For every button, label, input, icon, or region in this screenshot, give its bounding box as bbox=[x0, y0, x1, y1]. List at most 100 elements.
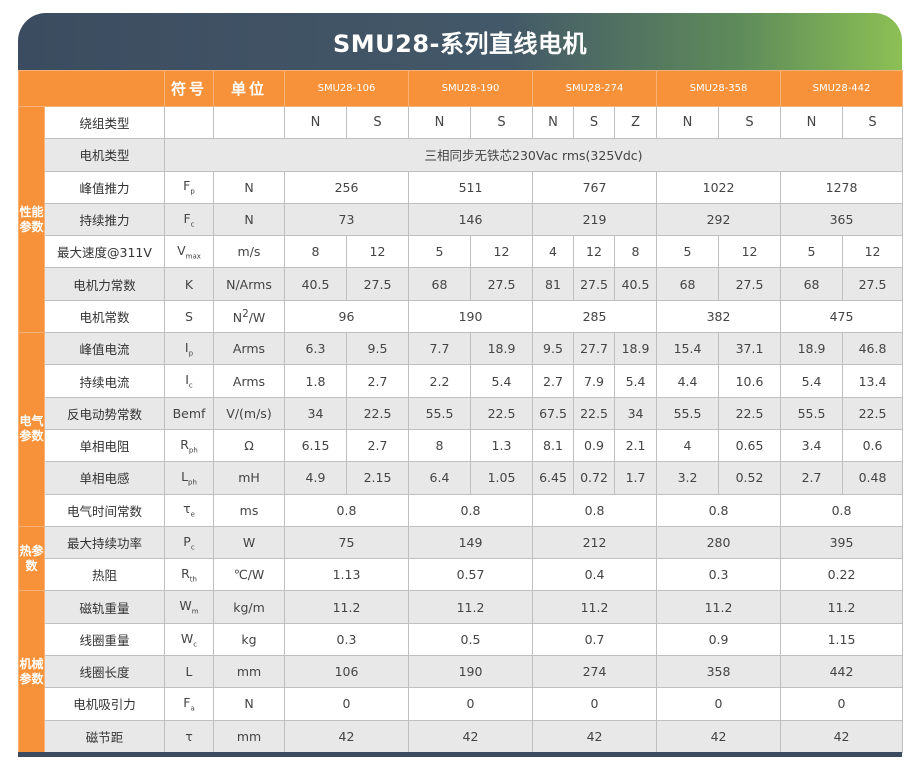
symbol-sub: e bbox=[190, 510, 195, 519]
value-cell: 0.8 bbox=[780, 493, 904, 527]
row-cont-current: 持续电流 Ic Arms 1.8 2.7 2.2 5.4 2.7 7.9 5.4… bbox=[19, 364, 904, 398]
value-cell: 5.4 bbox=[780, 364, 844, 398]
value-cell: 75 bbox=[284, 525, 409, 560]
symbol-sub: th bbox=[189, 575, 197, 584]
value-cell: 0.5 bbox=[408, 622, 533, 657]
row-pole-pitch: 磁节距 τ mm 42 42 42 42 42 bbox=[19, 719, 904, 753]
value-cell: 0.9 bbox=[656, 622, 782, 657]
value-cell: 212 bbox=[531, 525, 658, 560]
value-cell: 27.5 bbox=[842, 267, 904, 301]
value-cell: 0.65 bbox=[718, 428, 782, 463]
value-cell: 55.5 bbox=[408, 396, 471, 430]
row-coil-length: 线圈长度 L mm 106 190 274 358 442 bbox=[19, 655, 904, 689]
value-cell: 8 bbox=[613, 235, 658, 269]
row-bemf: 反电动势常数 Bemf V/(m/s) 34 22.5 55.5 22.5 67… bbox=[19, 396, 904, 430]
value-cell: 27.5 bbox=[573, 267, 615, 301]
param-name: 电机力常数 bbox=[44, 267, 165, 301]
value-cell: 68 bbox=[780, 267, 844, 301]
row-peak-current: 电气参数 峰值电流 Ip Arms 6.3 9.5 7.7 18.9 9.5 2… bbox=[18, 332, 904, 527]
symbol-cell: Rph bbox=[164, 428, 214, 463]
value-cell: 1.05 bbox=[470, 461, 533, 495]
header-symbol: 符号 bbox=[164, 70, 214, 107]
unit-cell: Ω bbox=[213, 428, 285, 463]
symbol-text: L bbox=[181, 469, 189, 485]
param-name: 电机吸引力 bbox=[44, 687, 165, 721]
value-cell: 382 bbox=[656, 299, 782, 334]
value-cell: 5 bbox=[408, 235, 471, 269]
value-cell: 12 bbox=[842, 235, 904, 269]
symbol-text: P bbox=[183, 533, 191, 549]
header-model: SMU28-106 bbox=[284, 70, 409, 107]
value-cell: S bbox=[573, 105, 615, 140]
value-cell: 0 bbox=[656, 687, 782, 721]
value-cell: Z bbox=[613, 105, 658, 140]
group-electrical: 电气参数 bbox=[18, 332, 45, 527]
param-name: 绕组类型 bbox=[44, 105, 165, 140]
symbol-cell: Vmax bbox=[164, 235, 214, 269]
unit-text: N bbox=[232, 310, 243, 325]
symbol-cell: Fp bbox=[164, 170, 214, 204]
symbol-sub: c bbox=[190, 543, 195, 552]
param-name: 单相电感 bbox=[44, 461, 165, 495]
row-inductance: 单相电感 Lph mH 4.9 2.15 6.4 1.05 6.45 0.72 … bbox=[19, 461, 904, 495]
value-cell: 7.7 bbox=[408, 332, 471, 366]
value-cell: 22.5 bbox=[842, 396, 904, 430]
value-cell: 2.15 bbox=[346, 461, 409, 495]
bottom-bar bbox=[18, 752, 902, 757]
value-cell: 2.1 bbox=[613, 428, 658, 463]
value-cell: 149 bbox=[408, 525, 533, 560]
value-cell: 0.4 bbox=[531, 558, 658, 592]
value-cell: N bbox=[408, 105, 471, 140]
value-cell: 73 bbox=[284, 202, 409, 237]
value-cell: 358 bbox=[656, 655, 782, 689]
value-cell: 285 bbox=[531, 299, 658, 334]
value-cell: 2.7 bbox=[532, 364, 574, 398]
row-coil-weight: 线圈重量 Wc kg 0.3 0.5 0.7 0.9 1.15 bbox=[19, 622, 904, 657]
value-cell: 22.5 bbox=[346, 396, 409, 430]
value-cell: 0.8 bbox=[408, 493, 533, 527]
param-name: 持续推力 bbox=[44, 202, 165, 237]
value-cell: 12 bbox=[346, 235, 409, 269]
value-cell: 18.9 bbox=[780, 332, 844, 366]
symbol-sub: ph bbox=[188, 446, 198, 455]
header-model: SMU28-190 bbox=[408, 70, 533, 107]
symbol-text: W bbox=[179, 598, 192, 614]
row-max-speed: 最大速度@311V Vmax m/s 8 12 5 12 4 12 8 5 12… bbox=[19, 235, 904, 269]
value-cell: 0.3 bbox=[284, 622, 409, 657]
value-cell: 55.5 bbox=[656, 396, 720, 430]
value-cell: 10.6 bbox=[718, 364, 782, 398]
value-cell: 1.8 bbox=[284, 364, 347, 398]
value-cell: 34 bbox=[284, 396, 347, 430]
value-cell: 5.4 bbox=[470, 364, 533, 398]
value-cell: 395 bbox=[780, 525, 904, 560]
unit-cell: ms bbox=[213, 493, 285, 527]
value-cell: 11.2 bbox=[408, 590, 533, 624]
value-cell: 0 bbox=[531, 687, 658, 721]
value-cell: 37.1 bbox=[718, 332, 782, 366]
value-cell: 27.5 bbox=[470, 267, 533, 301]
value-cell: 1.15 bbox=[780, 622, 904, 657]
value-cell: 0.7 bbox=[531, 622, 658, 657]
value-cell: S bbox=[842, 105, 904, 140]
row-elec-time: 电气时间常数 τe ms 0.8 0.8 0.8 0.8 0.8 bbox=[19, 493, 904, 527]
value-cell: 106 bbox=[284, 655, 409, 689]
symbol-cell: Bemf bbox=[164, 396, 214, 430]
value-cell: 42 bbox=[531, 719, 658, 753]
symbol-sub: max bbox=[185, 252, 201, 261]
symbol-text: F bbox=[183, 178, 191, 194]
value-cell: 1278 bbox=[780, 170, 904, 204]
value-cell: 55.5 bbox=[780, 396, 844, 430]
value-cell: N bbox=[284, 105, 347, 140]
value-cell: 1022 bbox=[656, 170, 782, 204]
row-winding: 性能参数 绕组类型 N S N S N S Z N S N S bbox=[18, 105, 904, 334]
param-name: 单相电阻 bbox=[44, 428, 165, 463]
symbol-sub: m bbox=[191, 607, 199, 616]
value-cell: 42 bbox=[408, 719, 533, 753]
symbol-cell bbox=[164, 105, 214, 140]
value-cell: S bbox=[470, 105, 533, 140]
param-name: 电气时间常数 bbox=[44, 493, 165, 527]
symbol-cell: S bbox=[164, 299, 214, 334]
unit-cell bbox=[213, 105, 285, 140]
value-cell: 42 bbox=[284, 719, 409, 753]
value-cell: 274 bbox=[531, 655, 658, 689]
